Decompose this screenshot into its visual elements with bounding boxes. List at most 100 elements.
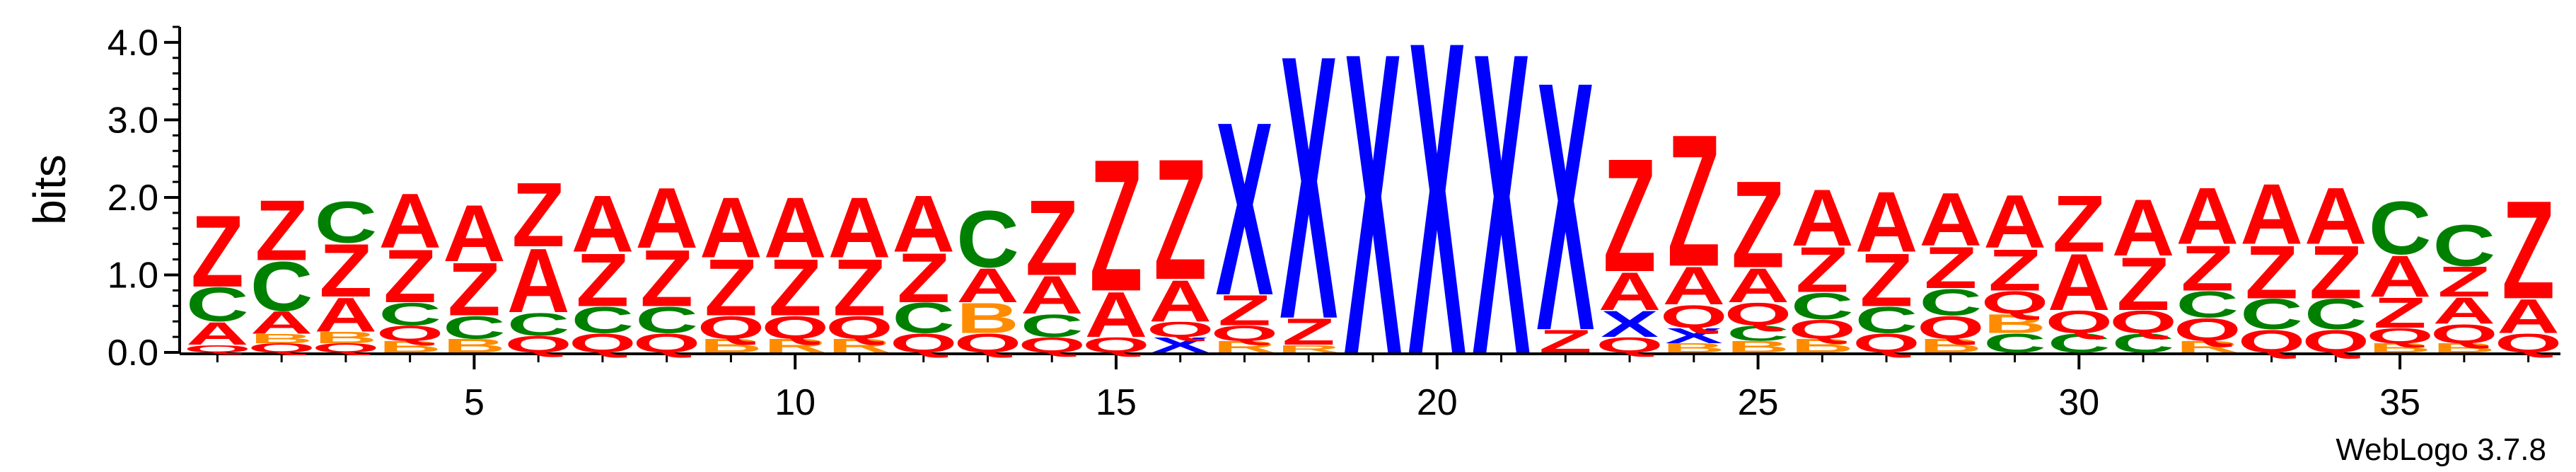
glyph-r-pos-11: R bbox=[828, 335, 891, 357]
glyph-z-pos-26: Z bbox=[1796, 234, 1849, 306]
glyph-c-pos-6: C bbox=[507, 306, 570, 343]
glyph-b-pos-13: B bbox=[956, 294, 1019, 342]
glyph-c-pos-30: C bbox=[2048, 328, 2111, 358]
x-tick-label: 20 bbox=[1417, 382, 1458, 423]
glyph-z-pos-31: Z bbox=[2117, 242, 2170, 326]
x-tick-label: 25 bbox=[1738, 382, 1779, 423]
glyph-b-pos-2: B bbox=[250, 331, 313, 345]
glyph-z-pos-11: Z bbox=[832, 243, 886, 333]
glyph-x-pos-17: X bbox=[1216, 71, 1274, 347]
glyph-z-pos-7: Z bbox=[576, 238, 629, 323]
x-tick-label: 30 bbox=[2058, 382, 2099, 423]
glyph-a-pos-14: A bbox=[1021, 265, 1084, 326]
glyph-b-pos-28: B bbox=[1919, 335, 1982, 357]
y-tick-label: 1.0 bbox=[108, 255, 158, 296]
glyph-b-pos-24: B bbox=[1662, 341, 1725, 355]
glyph-a-pos-36: A bbox=[2433, 290, 2496, 333]
glyph-c-pos-12: C bbox=[892, 294, 955, 342]
glyph-q-pos-28: Q bbox=[1917, 309, 1985, 345]
glyph-a-pos-25: A bbox=[1727, 259, 1789, 313]
glyph-r-pos-18: R bbox=[1277, 343, 1340, 355]
glyph-x-pos-22: X bbox=[1536, 8, 1594, 405]
glyph-a-pos-2: A bbox=[250, 304, 313, 340]
glyph-a-pos-28: A bbox=[1919, 178, 1982, 262]
glyph-x-pos-24: X bbox=[1665, 323, 1723, 347]
glyph-q-pos-29: Q bbox=[1981, 284, 2049, 321]
glyph-a-pos-34: A bbox=[2304, 172, 2367, 262]
glyph-z-pos-8: Z bbox=[640, 234, 693, 323]
glyph-a-pos-32: A bbox=[2176, 172, 2239, 262]
glyph-z-pos-5: Z bbox=[448, 248, 501, 332]
glyph-z-pos-6: Z bbox=[512, 163, 565, 266]
y-tick-label: 3.0 bbox=[108, 100, 158, 141]
glyph-q-pos-6: Q bbox=[504, 331, 572, 357]
glyph-z-pos-10: Z bbox=[769, 243, 822, 333]
x-tick-label: 10 bbox=[774, 382, 816, 423]
glyph-z-pos-27: Z bbox=[1860, 238, 1913, 323]
glyph-c-pos-28: C bbox=[1919, 282, 1982, 324]
glyph-z-pos-35: Z bbox=[2374, 289, 2427, 337]
glyph-a-pos-26: A bbox=[1791, 173, 1854, 263]
glyph-q-pos-9: Q bbox=[697, 309, 765, 345]
glyph-z-pos-32: Z bbox=[2181, 232, 2234, 304]
glyph-z-pos-17: Z bbox=[1218, 286, 1271, 334]
glyph-z-pos-24: Z bbox=[1667, 95, 1720, 306]
glyph-q-pos-13: Q bbox=[954, 328, 1021, 358]
glyph-q-pos-12: Q bbox=[890, 328, 957, 358]
glyph-q-pos-23: Q bbox=[1596, 333, 1664, 357]
glyph-q-pos-11: Q bbox=[825, 309, 893, 345]
glyph-a-pos-31: A bbox=[2112, 183, 2175, 273]
y-axis: 0.0 1.0 2.0 3.0 4.0 bbox=[108, 23, 181, 374]
glyph-c-pos-25: C bbox=[1727, 321, 1789, 345]
glyph-a-pos-7: A bbox=[572, 180, 634, 270]
glyph-z-pos-1: Z bbox=[191, 195, 244, 309]
glyph-b-pos-5: B bbox=[443, 335, 506, 357]
glyph-c-pos-36: C bbox=[2433, 212, 2496, 278]
glyph-q-pos-16: Q bbox=[1147, 318, 1214, 342]
glyph-z-pos-4: Z bbox=[383, 234, 436, 318]
glyph-q-pos-34: Q bbox=[2302, 323, 2370, 359]
glyph-z-pos-33: Z bbox=[2245, 231, 2298, 315]
glyph-a-pos-11: A bbox=[828, 179, 891, 275]
glyph-c-pos-26: C bbox=[1791, 285, 1854, 328]
glyph-z-pos-25: Z bbox=[1731, 156, 1785, 294]
glyph-c-pos-31: C bbox=[2112, 328, 2175, 358]
glyph-q-pos-25: Q bbox=[1724, 296, 1792, 332]
glyph-q-pos-35: Q bbox=[2366, 323, 2434, 347]
glyph-c-pos-7: C bbox=[572, 299, 634, 342]
glyph-c-pos-29: C bbox=[1983, 328, 2046, 358]
glyph-c-pos-5: C bbox=[443, 309, 506, 345]
glyph-c-pos-4: C bbox=[378, 296, 441, 332]
glyph-a-pos-35: A bbox=[2369, 243, 2432, 309]
x-tick-label: 35 bbox=[2379, 382, 2420, 423]
glyph-x-pos-23: X bbox=[1601, 303, 1659, 345]
x-tick-label: 15 bbox=[1096, 382, 1137, 423]
glyph-z-pos-14: Z bbox=[1026, 178, 1079, 298]
glyph-a-pos-13: A bbox=[956, 259, 1019, 313]
y-tick-label: 2.0 bbox=[108, 178, 158, 219]
glyph-a-pos-23: A bbox=[1599, 261, 1661, 321]
x-axis: 5 10 15 20 25 30 35 bbox=[180, 352, 2560, 423]
glyph-z-pos-34: Z bbox=[2309, 231, 2362, 315]
glyph-a-pos-8: A bbox=[635, 170, 698, 266]
glyph-r-pos-10: R bbox=[764, 335, 827, 357]
glyph-a-pos-6: A bbox=[507, 229, 570, 332]
glyph-c-pos-13: C bbox=[956, 195, 1019, 284]
glyph-a-pos-3: A bbox=[315, 288, 378, 342]
glyph-q-pos-15: Q bbox=[1082, 333, 1150, 357]
glyph-q-pos-30: Q bbox=[2046, 304, 2113, 340]
glyph-z-pos-28: Z bbox=[1924, 235, 1977, 301]
glyph-x-pos-19: X bbox=[1344, 0, 1402, 444]
glyph-q-pos-14: Q bbox=[1018, 333, 1086, 357]
glyph-b-pos-26: B bbox=[1791, 335, 1854, 357]
glyph-b-pos-29: B bbox=[1983, 309, 2046, 339]
glyph-b-pos-3: B bbox=[315, 328, 378, 347]
glyph-c-pos-3: C bbox=[315, 190, 378, 255]
glyph-a-pos-29: A bbox=[1983, 180, 2046, 265]
glyph-c-pos-8: C bbox=[635, 299, 698, 342]
glyph-z-pos-29: Z bbox=[1988, 238, 2041, 304]
glyph-c-pos-27: C bbox=[1855, 299, 1918, 342]
glyph-q-pos-4: Q bbox=[376, 321, 444, 345]
weblogo-credit: WebLogo 3.7.8 bbox=[2336, 432, 2546, 467]
